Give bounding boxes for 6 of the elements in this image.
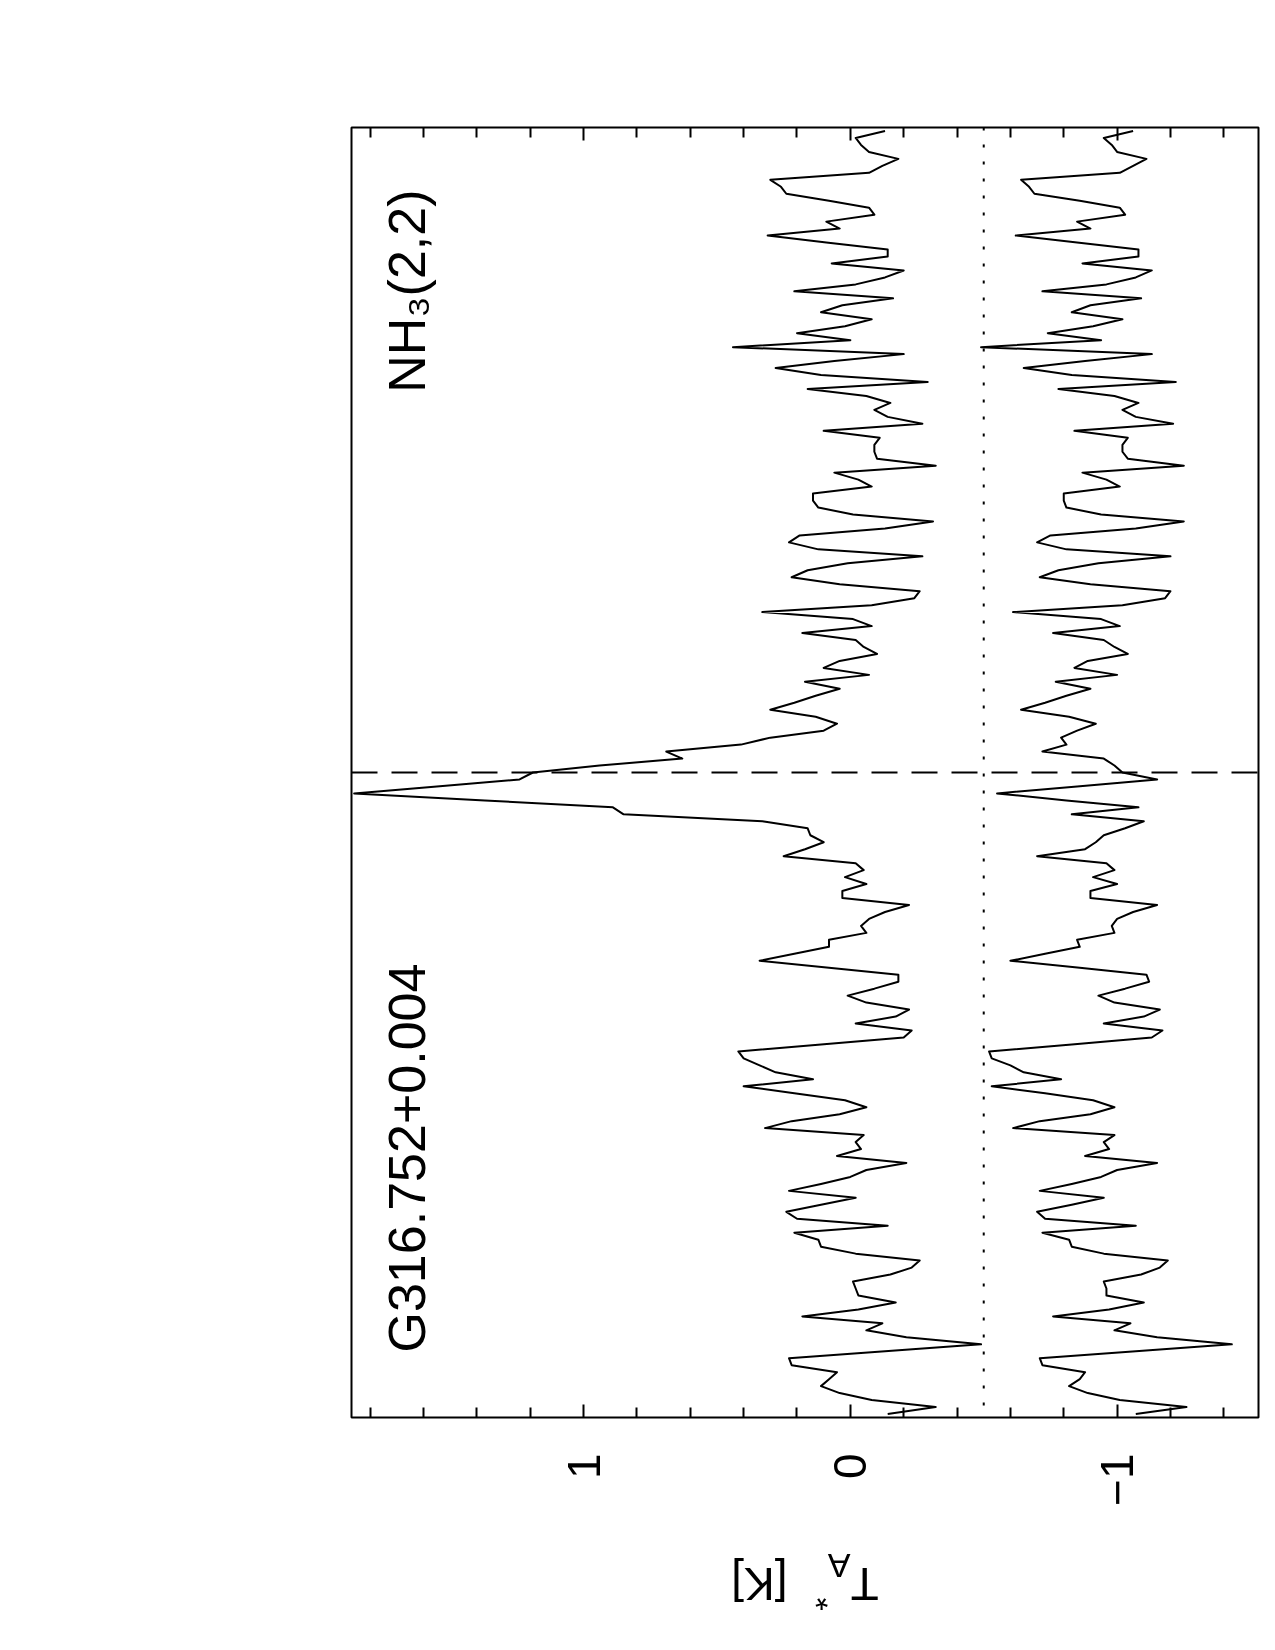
annotation: G316.752+0.004 <box>377 963 436 1353</box>
x-tick-label: −1 <box>1091 1453 1144 1506</box>
x-axis-title: TA* [K] <box>731 1546 879 1618</box>
annotation: NH₃(2,2) <box>377 189 436 393</box>
x-tick-label: 1 <box>557 1453 610 1480</box>
x-tick-label: 0 <box>824 1453 877 1480</box>
